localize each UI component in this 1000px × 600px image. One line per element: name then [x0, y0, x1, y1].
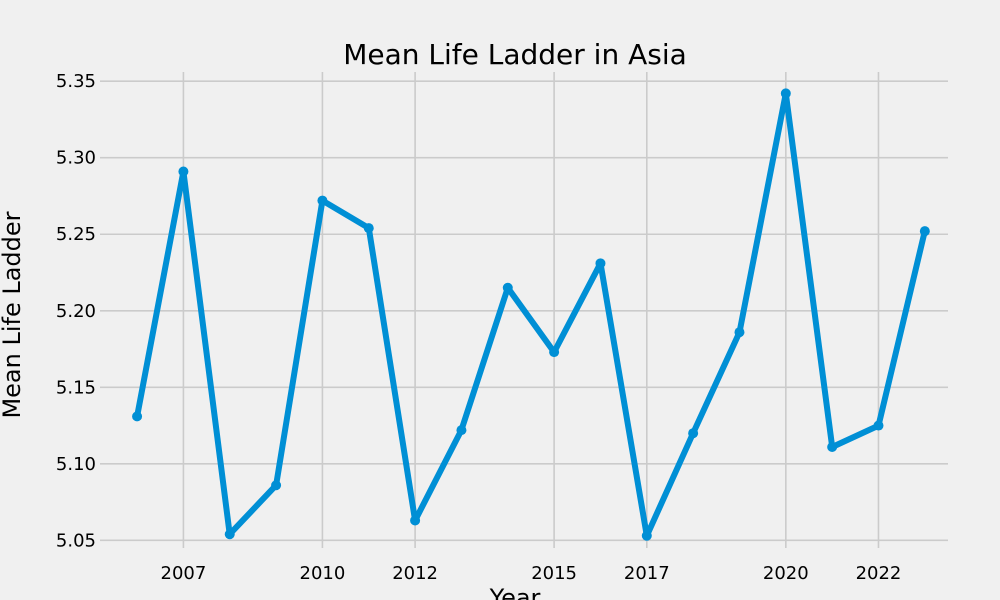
data-point — [317, 195, 328, 206]
data-point — [132, 411, 143, 422]
data-point — [502, 282, 513, 293]
x-tick-label: 2022 — [856, 563, 902, 584]
y-tick-label: 5.35 — [56, 71, 96, 92]
data-point — [410, 515, 421, 526]
series-layer — [132, 88, 930, 541]
data-point — [224, 529, 235, 540]
data-point — [363, 223, 374, 234]
data-point — [549, 347, 560, 358]
data-point — [271, 480, 282, 491]
data-point — [641, 530, 652, 541]
data-point — [456, 425, 467, 436]
data-point — [827, 441, 838, 452]
x-tick-label: 2017 — [624, 563, 670, 584]
y-tick-label: 5.30 — [56, 148, 96, 169]
y-tick-label: 5.15 — [56, 377, 96, 398]
y-tick-label: 5.05 — [56, 530, 96, 551]
data-point — [734, 327, 745, 338]
data-point — [873, 420, 884, 431]
series-line — [134, 90, 928, 539]
x-tick-label: 2020 — [763, 563, 809, 584]
data-point — [688, 428, 699, 439]
x-tick-label: 2010 — [300, 563, 346, 584]
data-point — [780, 88, 791, 99]
y-tick-label: 5.25 — [56, 224, 96, 245]
data-point — [919, 226, 930, 237]
tick-labels: 5.05 5.10 5.15 5.20 5.25 5.30 5.35 2007 2010 2012… — [56, 71, 901, 584]
data-point — [595, 258, 606, 269]
x-tick-label: 2015 — [531, 563, 577, 584]
y-tick-label: 5.20 — [56, 301, 96, 322]
y-tick-label: 5.10 — [56, 454, 96, 475]
x-axis-label: Year — [489, 584, 541, 600]
chart-title: Mean Life Ladder in Asia — [343, 38, 687, 71]
x-tick-label: 2012 — [392, 563, 438, 584]
y-axis-label: Mean Life Ladder — [0, 211, 26, 418]
grid — [100, 72, 948, 548]
data-point — [178, 166, 189, 177]
x-tick-label: 2007 — [161, 563, 207, 584]
